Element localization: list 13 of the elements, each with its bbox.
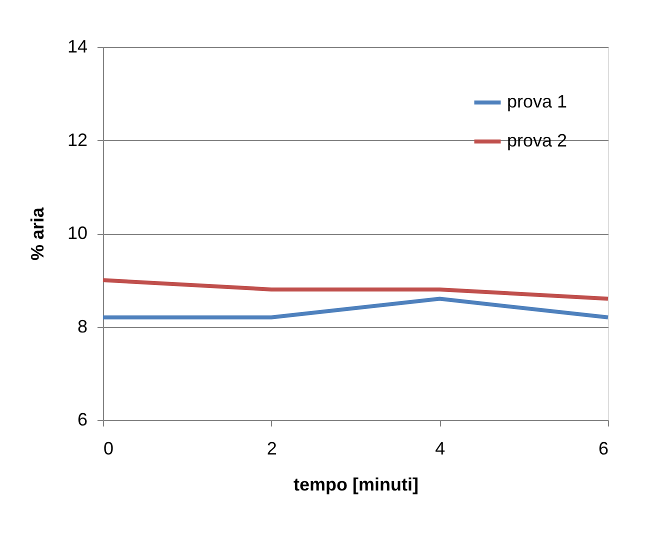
x-tick-label: 0 (104, 438, 114, 458)
y-axis-title: % aria (27, 206, 48, 261)
y-tick-label: 6 (77, 410, 88, 430)
y-tick-label: 14 (67, 36, 88, 56)
x-tick-label: 4 (435, 438, 446, 458)
y-tick-label: 10 (67, 223, 88, 243)
y-tick-label: 8 (77, 316, 88, 336)
x-axis-title: tempo [minuti] (294, 474, 418, 494)
x-tick-label: 2 (266, 438, 277, 458)
legend-label: prova 1 (507, 92, 568, 112)
y-tick-label: 12 (67, 130, 88, 150)
legend-label: prova 2 (507, 130, 568, 150)
x-tick-label: 6 (598, 438, 608, 458)
